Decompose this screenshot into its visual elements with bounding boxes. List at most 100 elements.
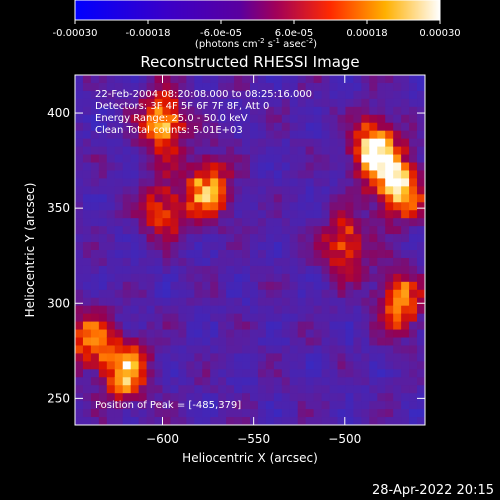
heatmap-cell bbox=[337, 289, 347, 299]
heatmap-cell bbox=[226, 321, 235, 331]
heatmap-cell bbox=[146, 337, 156, 347]
heatmap-cell bbox=[345, 361, 355, 370]
heatmap-cell bbox=[98, 345, 108, 355]
heatmap-cell bbox=[393, 369, 402, 378]
heatmap-cell bbox=[194, 401, 203, 410]
heatmap-cell bbox=[313, 345, 323, 355]
heatmap-cell bbox=[106, 202, 116, 211]
heatmap-cell bbox=[417, 313, 425, 323]
heatmap-cell bbox=[130, 194, 140, 203]
heatmap-cell bbox=[393, 393, 402, 402]
heatmap-cell bbox=[218, 218, 227, 227]
heatmap-cell bbox=[329, 154, 339, 164]
heatmap-cell bbox=[178, 130, 187, 140]
heatmap-cell bbox=[401, 75, 410, 84]
heatmap-cell bbox=[226, 281, 235, 291]
heatmap-cell bbox=[138, 146, 148, 156]
heatmap-cell bbox=[226, 194, 235, 203]
heatmap-cell bbox=[369, 154, 378, 164]
heatmap-cell bbox=[106, 114, 116, 124]
heatmap-cell bbox=[114, 385, 124, 394]
heatmap-cell bbox=[106, 329, 116, 339]
heatmap-cell bbox=[297, 313, 307, 323]
heatmap-cell bbox=[369, 106, 378, 116]
heatmap-cell bbox=[321, 250, 331, 259]
heatmap-cell bbox=[170, 273, 180, 283]
heatmap-cell bbox=[329, 401, 339, 410]
heatmap-cell bbox=[353, 218, 362, 227]
heatmap-cell bbox=[178, 417, 187, 425]
heatmap-cell bbox=[154, 75, 164, 84]
heatmap-cell bbox=[186, 257, 195, 267]
heatmap-cell bbox=[194, 154, 203, 164]
heatmap-cell bbox=[393, 162, 402, 172]
heatmap-cell bbox=[313, 210, 323, 219]
heatmap-cell bbox=[345, 114, 355, 124]
heatmap-cell bbox=[361, 186, 370, 195]
heatmap-cell bbox=[82, 114, 92, 124]
heatmap-cell bbox=[321, 377, 331, 386]
heatmap-cell bbox=[250, 146, 259, 156]
heatmap-cell bbox=[313, 401, 323, 410]
heatmap-cell bbox=[289, 90, 299, 100]
heatmap-cell bbox=[122, 242, 132, 251]
heatmap-cell bbox=[114, 401, 124, 410]
heatmap-cell bbox=[186, 273, 195, 283]
heatmap-cell bbox=[297, 242, 307, 251]
heatmap-cell bbox=[250, 250, 259, 259]
heatmap-cell bbox=[409, 345, 418, 355]
heatmap-cell bbox=[250, 401, 259, 410]
heatmap-cell bbox=[218, 138, 227, 148]
heatmap-cell bbox=[273, 369, 283, 378]
heatmap-cell bbox=[257, 170, 267, 180]
heatmap-cell bbox=[218, 305, 227, 315]
heatmap-cell bbox=[273, 281, 283, 291]
heatmap-cell bbox=[305, 82, 315, 92]
heatmap-cell bbox=[170, 194, 180, 203]
heatmap-cell bbox=[186, 186, 195, 195]
heatmap-cell bbox=[186, 162, 195, 172]
heatmap-cell bbox=[218, 313, 227, 323]
heatmap-cell bbox=[409, 321, 418, 331]
heatmap-cell bbox=[178, 321, 187, 331]
heatmap-cell bbox=[281, 194, 291, 203]
heatmap-cell bbox=[146, 250, 156, 259]
heatmap-cell bbox=[218, 194, 227, 203]
heatmap-cell bbox=[321, 417, 331, 425]
heatmap-cell bbox=[242, 154, 251, 164]
heatmap-cell bbox=[186, 234, 195, 243]
heatmap-cell bbox=[226, 353, 235, 362]
heatmap-cell bbox=[194, 313, 203, 323]
heatmap-cell bbox=[377, 409, 386, 418]
heatmap-cell bbox=[98, 369, 108, 378]
info-line-detectors: Detectors: 3F 4F 5F 6F 7F 8F, Att 0 bbox=[95, 101, 269, 112]
heatmap-cell bbox=[178, 361, 187, 370]
heatmap-cell bbox=[385, 417, 394, 425]
heatmap-cell bbox=[178, 138, 187, 148]
heatmap-cell bbox=[369, 82, 378, 92]
heatmap-cell bbox=[178, 218, 187, 227]
heatmap-cell bbox=[130, 329, 140, 339]
heatmap-cell bbox=[202, 234, 211, 243]
heatmap-cell bbox=[138, 289, 148, 299]
heatmap-cell bbox=[98, 90, 108, 100]
heatmap-cell bbox=[90, 305, 100, 315]
heatmap-cell bbox=[353, 130, 362, 140]
heatmap-cell bbox=[409, 130, 418, 140]
heatmap-cell bbox=[194, 281, 203, 291]
heatmap-cell bbox=[257, 417, 267, 425]
heatmap-cell bbox=[409, 273, 418, 283]
heatmap-cell bbox=[345, 417, 355, 425]
heatmap-cell bbox=[297, 186, 307, 195]
heatmap-cell bbox=[369, 234, 378, 243]
heatmap-cell bbox=[353, 75, 362, 84]
heatmap-cell bbox=[178, 75, 187, 84]
heatmap-cell bbox=[186, 353, 195, 362]
heatmap-cell bbox=[385, 186, 394, 195]
heatmap-cell bbox=[210, 146, 219, 156]
heatmap-cell bbox=[90, 202, 100, 211]
heatmap-cell bbox=[202, 417, 211, 425]
heatmap-cell bbox=[114, 210, 124, 219]
heatmap-cell bbox=[234, 82, 243, 92]
heatmap-cell bbox=[210, 226, 219, 235]
